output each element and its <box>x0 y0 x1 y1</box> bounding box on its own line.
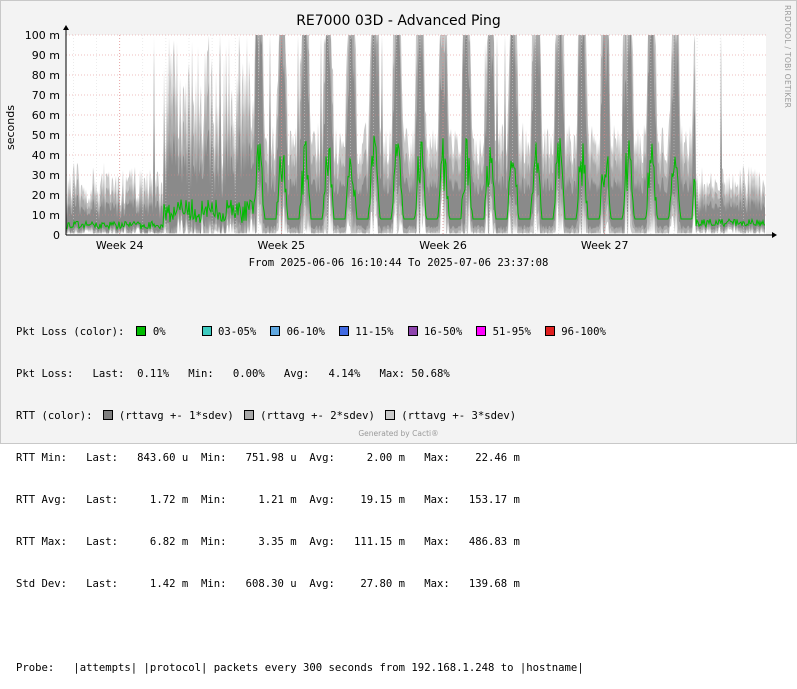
legend-item-label: 0% <box>146 326 166 338</box>
legend-item-label: 96-100% <box>554 326 606 338</box>
y-tick-label: 10 m <box>32 209 60 222</box>
legend-swatch <box>338 326 349 336</box>
legend: Pkt Loss (color): 0% 03-05% 06-10% 11-15… <box>16 297 606 689</box>
legend-swatch <box>270 326 281 336</box>
legend-item-label: 03-05% <box>211 326 257 338</box>
y-tick-label: 70 m <box>32 89 60 102</box>
legend-item-label: 11-15% <box>348 326 394 338</box>
legend-rtt-color-label: RTT (color): <box>16 410 93 422</box>
legend-item-label: 06-10% <box>280 326 325 338</box>
rtt-avg-line <box>65 135 766 231</box>
y-axis-arrow <box>63 25 69 30</box>
legend-item-label: (rttavg +- 1*sdev) <box>112 410 234 422</box>
y-tick-label: 100 m <box>25 29 60 42</box>
legend-swatch <box>476 326 487 336</box>
legend-item: 11-15% <box>338 326 394 338</box>
axes <box>63 25 777 238</box>
legend-item: 0% <box>136 326 166 338</box>
y-tick-label: 80 m <box>32 69 60 82</box>
legend-probe: Probe: |attempts| |protocol| packets eve… <box>16 662 584 674</box>
y-tick-label: 0 <box>53 229 60 242</box>
x-tick-label: Week 27 <box>581 239 629 252</box>
legend-swatch <box>102 410 113 420</box>
legend-item: 06-10% <box>270 326 325 338</box>
x-axis-arrow <box>772 232 777 238</box>
cacti-footer: Generated by Cacti® <box>358 429 439 438</box>
legend-pkt-loss-colors: Pkt Loss (color): 0% 03-05% 06-10% 11-15… <box>16 325 606 339</box>
band-1-sdev <box>66 35 765 234</box>
tick-labels: 0 10 m 20 m 30 m 40 m 50 m 60 m 70 m 80 m 90 m 100… <box>25 29 629 252</box>
y-tick-label: 90 m <box>32 49 60 62</box>
legend-swatch <box>201 326 212 336</box>
legend-swatch <box>407 326 418 336</box>
legend-item: (rttavg +- 2*sdev) <box>243 410 375 422</box>
legend-pkt-loss: Pkt Loss: Last: 0.11% Min: 0.00% Avg: 4.… <box>16 368 450 380</box>
grid-lines <box>66 34 766 236</box>
chart-plot: 0 10 m 20 m 30 m 40 m 50 m 60 m 70 m 80 m 90 m 100… <box>25 25 777 252</box>
y-tick-label: 20 m <box>32 189 60 202</box>
legend-rtt-min: RTT Min: Last: 843.60 u Min: 751.98 u Av… <box>16 452 520 464</box>
legend-rtt-colors: RTT (color): (rttavg +- 1*sdev) (rttavg … <box>16 409 606 423</box>
legend-item: 03-05% <box>201 326 257 338</box>
y-tick-label: 60 m <box>32 109 60 122</box>
legend-item-label: (rttavg +- 2*sdev) <box>253 410 375 422</box>
x-tick-label: Week 26 <box>419 239 467 252</box>
legend-item: (rttavg +- 3*sdev) <box>384 410 517 422</box>
legend-swatch <box>384 410 395 420</box>
legend-item: 51-95% <box>476 326 531 338</box>
chart-title: RE7000 03D - Advanced Ping <box>296 13 501 29</box>
date-range: From 2025-06-06 16:10:44 To 2025-07-06 2… <box>248 257 549 269</box>
legend-swatch <box>136 326 147 336</box>
avg-rtt-line <box>65 135 766 231</box>
legend-pkt-loss-color-label: Pkt Loss (color): <box>16 326 125 338</box>
y-tick-label: 30 m <box>32 169 60 182</box>
y-tick-label: 40 m <box>32 149 60 162</box>
legend-rtt-avg: RTT Avg: Last: 1.72 m Min: 1.21 m Avg: 1… <box>16 494 520 506</box>
rtt-items: (rttavg +- 1*sdev) (rttavg +- 2*sdev) (r… <box>93 410 517 422</box>
legend-item-label: (rttavg +- 3*sdev) <box>394 410 517 422</box>
pkt-loss-items: 0% 03-05% 06-10% 11-15% 16-50% 51-95% 96… <box>124 326 606 338</box>
y-tick-label: 50 m <box>32 129 60 142</box>
legend-rtt-max: RTT Max: Last: 6.82 m Min: 3.35 m Avg: 1… <box>16 536 520 548</box>
rtt-bands <box>66 35 765 234</box>
legend-item: (rttavg +- 1*sdev) <box>102 410 234 422</box>
x-tick-label: Week 24 <box>96 239 144 252</box>
legend-item-label: 51-95% <box>486 326 531 338</box>
legend-item: 96-100% <box>544 326 606 338</box>
legend-item-label: 16-50% <box>417 326 463 338</box>
legend-swatch <box>243 410 254 420</box>
rrdtool-credit: RRDTOOL / TOBI OETIKER <box>783 5 792 109</box>
legend-item: 16-50% <box>407 326 463 338</box>
x-tick-label: Week 25 <box>258 239 306 252</box>
legend-std-dev: Std Dev: Last: 1.42 m Min: 608.30 u Avg:… <box>16 578 520 590</box>
legend-swatch <box>544 326 555 336</box>
